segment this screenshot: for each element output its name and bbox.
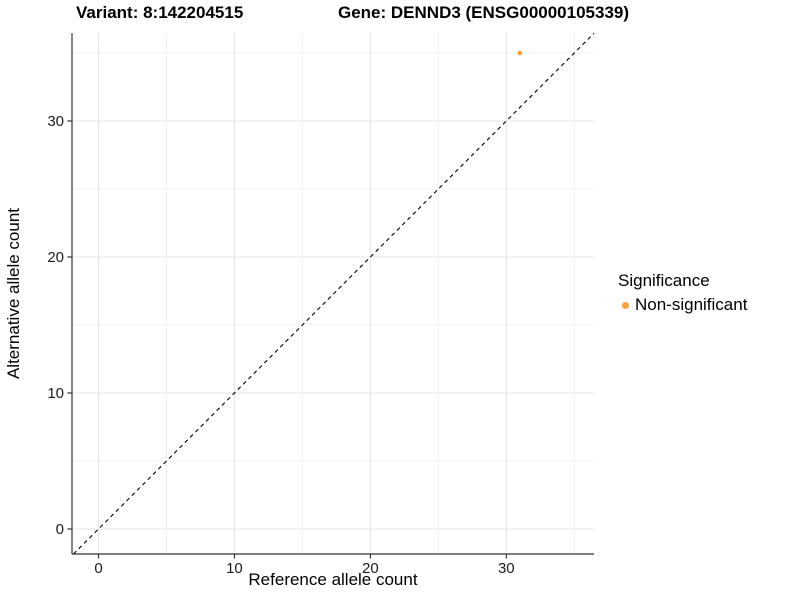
y-tick-label: 20: [47, 249, 64, 266]
x-tick-label: 0: [94, 560, 102, 577]
plot-title-variant: Variant: 8:142204515: [76, 3, 244, 22]
legend-item: Non-significant: [618, 295, 747, 315]
legend-title: Significance: [618, 271, 710, 290]
x-tick-label: 30: [498, 560, 515, 577]
legend-point-icon: [622, 301, 629, 309]
y-tick-label: 10: [47, 385, 64, 402]
y-tick-label: 30: [47, 113, 64, 130]
x-axis-title: Reference allele count: [248, 570, 418, 589]
y-tick-label: 0: [56, 521, 64, 538]
y-axis-title-container: Alternative allele count: [4, 33, 24, 554]
plot-title-gene: Gene: DENND3 (ENSG00000105339): [338, 3, 630, 22]
legend: Significance Non-significant: [618, 271, 747, 315]
x-tick-label: 10: [226, 560, 243, 577]
y-axis-title: Alternative allele count: [4, 207, 23, 380]
x-tick-label: 20: [362, 560, 379, 577]
data-point: [517, 50, 523, 56]
legend-items: Non-significant: [618, 295, 747, 315]
legend-item-label: Non-significant: [635, 295, 748, 314]
identity-dashed-line: [73, 32, 595, 555]
